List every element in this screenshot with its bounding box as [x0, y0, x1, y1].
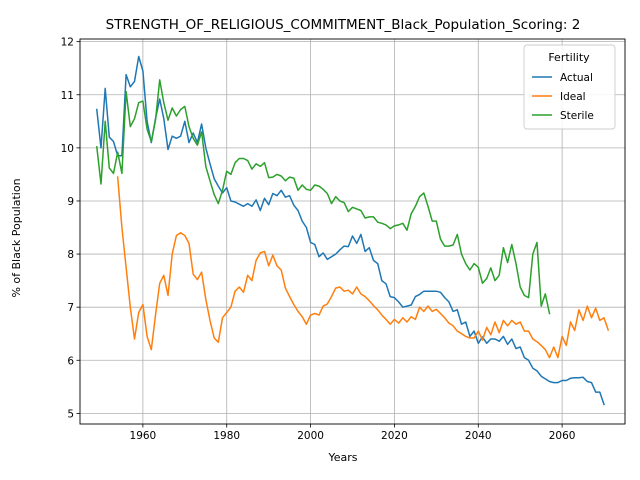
x-tick-label: 1960 — [130, 430, 157, 442]
y-tick-label: 5 — [67, 408, 74, 420]
y-tick-label: 11 — [61, 90, 74, 102]
y-axis-label: % of Black Population — [10, 178, 23, 297]
y-tick-label: 6 — [67, 355, 74, 367]
y-tick-label: 10 — [61, 143, 74, 155]
x-tick-label: 2020 — [381, 430, 408, 442]
x-tick-label: 2040 — [465, 430, 492, 442]
x-tick-label: 2060 — [549, 430, 576, 442]
y-tick-label: 9 — [67, 196, 74, 208]
x-tick-label: 1980 — [213, 430, 240, 442]
legend-box — [523, 44, 616, 130]
y-tick-label: 12 — [61, 37, 74, 49]
ticks: 1960 1980 2000 2020 2040 2060 5 6 7 8 9 10 11 12 — [61, 37, 576, 442]
legend-label-sterile: Sterile — [560, 110, 594, 122]
legend-label-ideal: Ideal — [560, 91, 586, 103]
legend-items: Actual Ideal Sterile — [532, 72, 594, 122]
axes-frame — [79, 38, 626, 425]
series-line-sterile — [95, 79, 551, 315]
y-tick-label: 8 — [67, 249, 74, 261]
series-lines — [95, 55, 610, 406]
legend-label-actual: Actual — [560, 72, 593, 84]
series-line-ideal — [116, 176, 610, 359]
y-tick-label: 7 — [67, 302, 74, 314]
grid — [80, 39, 625, 424]
x-tick-label: 2000 — [297, 430, 324, 442]
legend-title: Fertility — [548, 51, 590, 64]
x-axis-label: Years — [327, 451, 357, 464]
series-line-actual — [95, 55, 605, 406]
chart-title: STRENGTH_OF_RELIGIOUS_COMMITMENT_Black_P… — [106, 17, 581, 33]
legend: Fertility Actual Ideal Sterile — [523, 44, 616, 130]
